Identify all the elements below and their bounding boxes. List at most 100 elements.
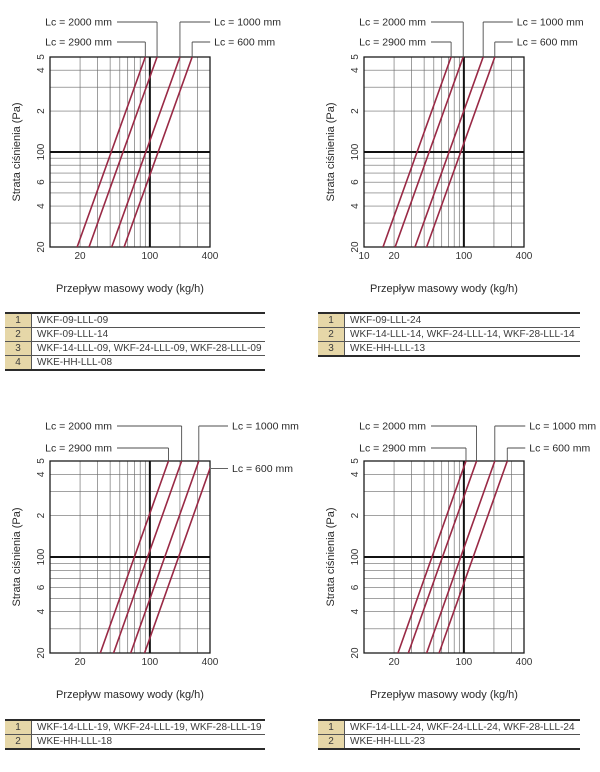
models-table-top-left: 1 WKF-09-LLL-09 2 WKF-09-LLL-14 3 WKF-14-LLL-… (5, 312, 265, 371)
x-axis-title: Przepływ masowy wody (kg/h) (56, 283, 204, 295)
y-tick-500: 5 (350, 458, 361, 464)
row-models: WKE-HH-LLL-23 (350, 736, 426, 747)
y-tick-100: 100 (36, 143, 47, 160)
chart-bottom-right: Lc = 2000 mm Lc = 2900 mm Lc = 1000 mm Lc =… (325, 421, 596, 702)
reference-lines (364, 57, 524, 247)
table-row: 3 WKF-14-LLL-09, WKF-24-LLL-09, WKF-28-LL… (5, 341, 265, 356)
series-line-1000mm (425, 461, 496, 653)
row-number: 3 (318, 341, 345, 356)
legend-label-1000mm: Lc = 1000 mm (214, 17, 281, 29)
row-number: 4 (5, 355, 32, 370)
legend-labels: Lc = 2000 mm Lc = 2900 mm Lc = 1000 mm Lc =… (359, 421, 596, 455)
table-row: 2 WKE-HH-LLL-18 (5, 734, 265, 749)
x-tick-100: 100 (142, 251, 159, 262)
row-models: WKE-HH-LLL-18 (37, 736, 113, 747)
series-lines (382, 57, 496, 247)
x-tick-400: 400 (516, 657, 533, 668)
y-tick-200: 2 (350, 108, 361, 114)
row-models: WKE-HH-LLL-08 (37, 357, 113, 368)
chart-top-right: Lc = 2000 mm Lc = 2900 mm Lc = 1000 mm Lc =… (325, 17, 584, 296)
y-axis-title: Strata ciśnienia (Pa) (11, 507, 23, 606)
y-tick-20: 20 (36, 647, 47, 659)
reference-lines (50, 461, 210, 653)
y-tick-40: 4 (350, 203, 361, 209)
x-tick-100: 100 (456, 251, 473, 262)
row-models: WKF-14-LLL-09, WKF-24-LLL-09, WKF-28-LLL… (31, 341, 265, 356)
legend-label-2000mm: Lc = 2000 mm (45, 17, 112, 29)
row-models: WKF-14-LLL-19, WKF-24-LLL-19, WKF-28-LLL… (31, 720, 265, 735)
row-number: 1 (318, 313, 345, 328)
chart-quadrant-bottom-left: Lc = 2000 mm Lc = 2900 mm Lc = 1000 mm Lc =… (0, 403, 300, 750)
legend-label-600mm: Lc = 600 mm (214, 37, 275, 49)
legend-label-2000mm: Lc = 2000 mm (359, 421, 426, 433)
y-tick-60: 6 (36, 584, 47, 590)
legend-labels: Lc = 2000 mm Lc = 2900 mm Lc = 1000 mm Lc =… (359, 17, 584, 49)
legend-label-2900mm: Lc = 2900 mm (359, 443, 426, 455)
y-tick-100: 100 (350, 143, 361, 160)
y-tick-40: 4 (36, 203, 47, 209)
legend-label-1000mm: Lc = 1000 mm (517, 17, 584, 29)
x-tick-labels: 10 20 100 400 (358, 251, 532, 262)
x-tick-20: 20 (389, 657, 401, 668)
x-axis-title: Przepływ masowy wody (kg/h) (370, 689, 518, 701)
y-tick-400: 4 (350, 67, 361, 73)
table-row: 3 WKE-HH-LLL-13 (318, 341, 580, 356)
chart-quadrant-bottom-right: Lc = 2000 mm Lc = 2900 mm Lc = 1000 mm Lc =… (300, 403, 600, 750)
y-tick-60: 6 (350, 584, 361, 590)
y-tick-20: 20 (350, 647, 361, 659)
series-line-2900mm (76, 57, 147, 247)
table-row: 1 WKF-09-LLL-09 (5, 313, 265, 328)
y-tick-500: 5 (36, 54, 47, 60)
legend-label-2000mm: Lc = 2000 mm (359, 17, 426, 29)
row-models: WKF-09-LLL-09 (31, 313, 265, 328)
legend-leaders (117, 21, 211, 57)
series-line-600mm (143, 466, 210, 653)
series-line-2000mm (112, 461, 183, 653)
series-line-1000mm (110, 57, 181, 247)
y-tick-400: 4 (36, 471, 47, 477)
y-tick-labels: 5 4 2 100 6 4 20 (350, 458, 361, 659)
x-tick-labels: 20 100 400 (75, 657, 219, 668)
series-line-2000mm (88, 57, 158, 247)
x-tick-labels: 20 100 400 (389, 657, 533, 668)
y-tick-20: 20 (350, 241, 361, 253)
legend-label-2900mm: Lc = 2900 mm (359, 37, 426, 49)
y-tick-labels: 5 4 2 100 6 4 20 (350, 54, 361, 253)
y-tick-labels: 5 4 2 100 6 4 20 (36, 54, 47, 253)
series-line-1000mm (129, 461, 200, 653)
x-tick-100: 100 (456, 657, 473, 668)
legend-label-2000mm: Lc = 2000 mm (45, 421, 112, 433)
x-tick-20: 20 (389, 251, 401, 262)
series-line-2900mm (99, 461, 170, 653)
series-lines (397, 461, 509, 653)
table-row: 2 WKF-09-LLL-14 (5, 327, 265, 342)
y-tick-200: 2 (36, 512, 47, 518)
y-tick-100: 100 (36, 548, 47, 565)
y-tick-500: 5 (36, 458, 47, 464)
x-tick-20: 20 (75, 657, 87, 668)
y-axis-title: Strata ciśnienia (Pa) (325, 102, 337, 201)
y-tick-40: 4 (350, 608, 361, 614)
row-number: 3 (5, 341, 32, 356)
series-line-2900mm (382, 57, 452, 247)
series-line-2000mm (407, 461, 478, 653)
row-models: WKE-HH-LLL-13 (350, 343, 426, 354)
x-tick-100: 100 (142, 657, 159, 668)
legend-label-600mm: Lc = 600 mm (517, 37, 578, 49)
chart-quadrant-top-right: Lc = 2000 mm Lc = 2900 mm Lc = 1000 mm Lc =… (300, 0, 600, 371)
models-table-top-right: 1 WKF-09-LLL-24 2 WKF-14-LLL-14, WKF-24-LLL… (318, 312, 580, 357)
y-tick-400: 4 (350, 471, 361, 477)
row-models: WKF-14-LLL-24, WKF-24-LLL-24, WKF-28-LLL… (344, 720, 580, 735)
x-axis-title: Przepływ masowy wody (kg/h) (370, 283, 518, 295)
legend-label-1000mm: Lc = 1000 mm (232, 421, 299, 433)
series-lines (99, 461, 210, 653)
y-axis-title: Strata ciśnienia (Pa) (325, 507, 337, 606)
legend-label-1000mm: Lc = 1000 mm (529, 421, 596, 433)
models-table-bottom-left: 1 WKF-14-LLL-19, WKF-24-LLL-19, WKF-28-LL… (5, 719, 265, 750)
x-tick-400: 400 (202, 251, 219, 262)
y-tick-60: 6 (36, 179, 47, 185)
x-tick-20: 20 (75, 251, 87, 262)
legend-label-2900mm: Lc = 2900 mm (45, 443, 112, 455)
y-tick-labels: 5 4 2 100 6 4 20 (36, 458, 47, 659)
